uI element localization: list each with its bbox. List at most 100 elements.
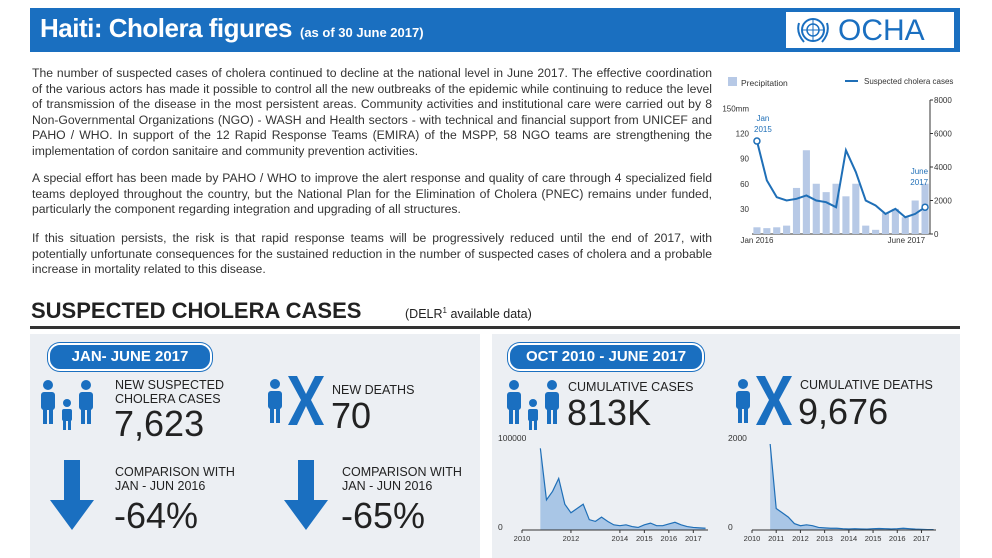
stat-value: 813K xyxy=(567,392,652,433)
area-fill xyxy=(770,444,934,530)
stat-label: NEW SUSPECTED CHOLERA CASES xyxy=(115,378,225,406)
x-tick-label: 2015 xyxy=(865,534,882,543)
panel xyxy=(30,334,480,558)
bar xyxy=(872,229,880,234)
y2-tick-label: 2000 xyxy=(934,197,952,206)
bar xyxy=(773,227,781,234)
stat-value: 9,676 xyxy=(798,391,889,432)
down-arrow xyxy=(50,460,94,530)
comparison-label: COMPARISON WITH JAN - JUN 2016 xyxy=(115,465,235,493)
bar xyxy=(842,196,850,234)
y2-tick-label: 4000 xyxy=(934,163,952,172)
paragraph: The number of suspected cases of cholera… xyxy=(32,66,712,158)
x-tick-label: 2014 xyxy=(840,534,857,543)
y-tick-label: 90 xyxy=(740,155,749,164)
annotation: June xyxy=(911,167,929,176)
marker xyxy=(921,203,929,211)
bar xyxy=(792,187,801,234)
down-arrow xyxy=(284,460,328,530)
y-tick-label: 30 xyxy=(740,205,749,214)
death-icon xyxy=(268,376,324,425)
x-tick-label: 2016 xyxy=(889,534,906,543)
y-tick-label: 100000 xyxy=(498,433,527,443)
x-tick-label: 2010 xyxy=(514,534,531,543)
y-tick-label: 0 xyxy=(498,522,503,532)
period-pill: OCT 2010 - JUNE 2017 xyxy=(508,343,704,371)
rule xyxy=(30,326,960,329)
legend-swatch xyxy=(728,77,737,86)
bar xyxy=(822,192,830,234)
section-title: SUSPECTED CHOLERA CASES xyxy=(31,298,362,323)
bar xyxy=(812,183,820,234)
note-text: (DELR xyxy=(405,307,443,322)
area-line xyxy=(769,443,934,531)
note-sup: 1 xyxy=(442,306,447,315)
bar xyxy=(862,225,870,234)
death-icon xyxy=(736,376,792,425)
bar xyxy=(802,150,810,234)
logo-text: OCHA xyxy=(838,14,925,47)
people-icon xyxy=(41,380,93,430)
bar xyxy=(901,217,909,234)
bar xyxy=(852,183,860,234)
stat-label: CUMULATIVE DEATHS xyxy=(800,378,933,392)
comparison-label: COMPARISON WITH JAN - JUN 2016 xyxy=(342,465,462,493)
y-tick-label: 60 xyxy=(740,180,749,189)
legend-label: Suspected cholera cases xyxy=(864,77,953,86)
stat-value: 70 xyxy=(331,395,372,436)
period-pill: JAN- JUNE 2017 xyxy=(48,343,212,371)
title: Haiti: Cholera figures xyxy=(40,13,292,43)
bar xyxy=(891,208,899,234)
comparison-value: -65% xyxy=(341,495,426,536)
x-tick-label: Jan 2016 xyxy=(740,236,773,245)
x-tick-label: 2012 xyxy=(792,534,809,543)
header-bar: Haiti: Cholera figures (as of 30 June 20… xyxy=(30,8,960,52)
legend-label: Precipitation xyxy=(741,78,788,88)
stat-label: CUMULATIVE CASES xyxy=(568,380,694,394)
paragraph: If this situation persists, the risk is … xyxy=(32,231,712,277)
un-emblem xyxy=(797,18,829,43)
bar xyxy=(763,228,771,234)
x-tick-label: 2012 xyxy=(563,534,580,543)
y2-tick-label: 8000 xyxy=(934,96,952,105)
y-tick-label: 120 xyxy=(736,130,750,139)
area-fill xyxy=(540,448,706,530)
y-tick-label: 2000 xyxy=(728,433,747,443)
stat-label: NEW DEATHS xyxy=(332,383,415,397)
y-tick-label: 150mm xyxy=(722,104,749,113)
comparison-value: -64% xyxy=(114,495,199,536)
stat-value: 7,623 xyxy=(114,403,205,444)
x-tick-label: 2017 xyxy=(685,534,702,543)
x-tick-label: 2015 xyxy=(636,534,653,543)
bar xyxy=(753,227,761,234)
paragraph: A special effort has been made by PAHO /… xyxy=(32,171,712,217)
logo-box: OCHA xyxy=(786,12,954,48)
line xyxy=(755,140,926,219)
y2-tick-label: 0 xyxy=(934,230,939,239)
bar xyxy=(881,213,890,234)
marker xyxy=(753,137,761,145)
x-tick-label: 2013 xyxy=(816,534,833,543)
bar xyxy=(911,200,919,234)
note-text: available data) xyxy=(446,307,532,322)
people-icon xyxy=(507,380,559,430)
x-tick-label: 2011 xyxy=(768,534,784,543)
annotation: Jan xyxy=(756,114,769,123)
y-tick-label: 0 xyxy=(728,522,733,532)
annotation: 2017 xyxy=(910,178,928,187)
x-tick-label: 2016 xyxy=(660,534,677,543)
icons xyxy=(41,376,792,530)
y2-tick-label: 6000 xyxy=(934,130,952,139)
bar xyxy=(832,183,840,234)
x-tick-label: 2010 xyxy=(744,534,761,543)
annotation: 2015 xyxy=(754,125,772,134)
area-line xyxy=(539,448,706,529)
subtitle: (as of 30 June 2017) xyxy=(300,25,424,40)
x-tick-label: June 2017 xyxy=(888,236,926,245)
x-tick-label: 2017 xyxy=(913,534,930,543)
bar xyxy=(783,225,791,234)
section-note: (DELR1 available data) xyxy=(405,306,532,321)
x-tick-label: 2014 xyxy=(612,534,629,543)
